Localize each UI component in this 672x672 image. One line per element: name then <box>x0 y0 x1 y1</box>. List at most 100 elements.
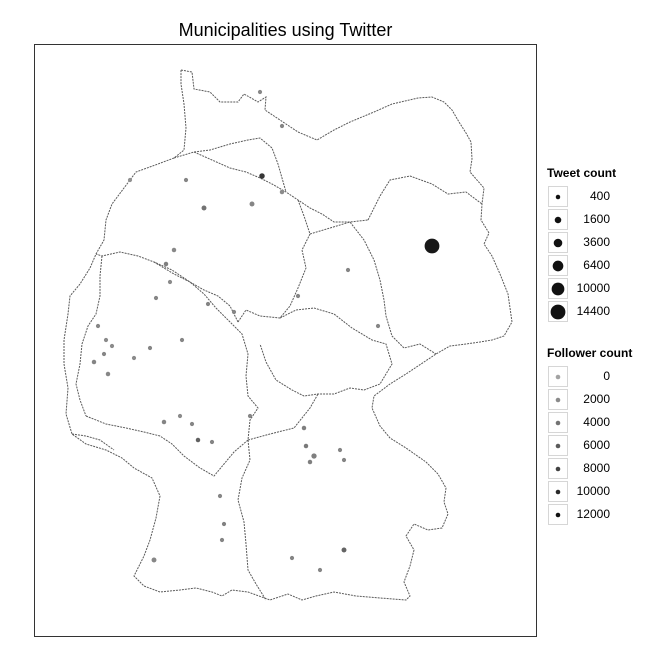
follower-count-legend-label: 12000 <box>576 507 610 521</box>
municipality-point <box>183 177 189 183</box>
follower-count-legend-symbol <box>555 374 561 380</box>
municipality-point <box>131 355 137 361</box>
tweet-count-legend-key <box>548 278 568 299</box>
tweet-count-legend-label: 3600 <box>583 235 610 249</box>
tweet-count-legend-row: 14400 <box>546 301 666 324</box>
municipality-point <box>307 459 313 465</box>
municipality-point <box>217 493 223 499</box>
municipality-point <box>91 359 97 365</box>
border-bw-bavaria <box>237 439 267 601</box>
follower-count-legend-row: 6000 <box>546 435 666 458</box>
germany-outline <box>63 69 513 601</box>
border-lower-saxony-west <box>95 251 239 323</box>
municipality-point <box>231 309 237 315</box>
tweet-count-legend-label: 14400 <box>576 304 610 318</box>
tweet-count-legend-key <box>548 232 568 253</box>
follower-count-legend-symbol <box>555 466 561 472</box>
municipality-point <box>341 547 347 553</box>
municipality-point <box>109 343 115 349</box>
follower-count-legend-title: Follower count <box>547 346 633 360</box>
follower-count-legend-key <box>548 504 568 525</box>
follower-count-legend-label: 6000 <box>583 438 610 452</box>
municipality-point <box>189 421 195 427</box>
municipality-point <box>279 189 285 195</box>
follower-count-legend-label: 10000 <box>576 484 610 498</box>
border-lower-saxony-east <box>237 199 311 323</box>
tweet-count-legend-key <box>548 255 568 276</box>
tweet-count-legend-label: 1600 <box>583 212 610 226</box>
follower-count-legend-row: 0 <box>546 366 666 389</box>
municipality-point <box>177 413 183 419</box>
tweet-count-legend-title: Tweet count <box>547 166 617 180</box>
border-bavaria-north <box>247 393 319 441</box>
follower-count-legend: Follower count 0 2000 4000 6000 8000 10000 120… <box>546 346 666 527</box>
tweet-count-legend-row: 3600 <box>546 232 666 255</box>
tweet-count-legend-key <box>548 186 568 207</box>
tweet-count-legend-key <box>548 301 568 322</box>
municipality-point <box>301 425 307 431</box>
tweet-count-legend-row: 1600 <box>546 209 666 232</box>
follower-count-legend-symbol <box>555 420 561 426</box>
municipality-point <box>279 123 285 129</box>
tweet-count-legend-symbol <box>554 216 562 224</box>
tweet-count-legend: Tweet count 400 1600 3600 6400 10000 14400 <box>546 166 666 324</box>
municipality-point <box>311 453 317 459</box>
legends: Tweet count 400 1600 3600 6400 10000 14400 Fo… <box>546 166 666 527</box>
follower-count-legend-key <box>548 458 568 479</box>
municipality-point <box>337 447 343 453</box>
municipality-point <box>167 279 173 285</box>
municipality-point <box>424 238 440 254</box>
follower-count-legend-symbol <box>555 512 561 518</box>
border-nrw-hesse <box>153 261 259 441</box>
municipality-point <box>249 201 255 207</box>
municipality-point <box>161 419 167 425</box>
follower-count-legend-label: 4000 <box>583 415 610 429</box>
tweet-count-legend-symbol <box>550 304 566 320</box>
municipality-point <box>201 205 207 211</box>
follower-count-legend-symbol <box>555 397 561 403</box>
municipality-point <box>147 345 153 351</box>
follower-count-legend-key <box>548 366 568 387</box>
follower-count-legend-label: 2000 <box>583 392 610 406</box>
follower-count-legend-symbol <box>555 489 561 495</box>
follower-count-legend-label: 8000 <box>583 461 610 475</box>
map-title: Municipalities using Twitter <box>178 20 393 40</box>
follower-count-legend-key <box>548 389 568 410</box>
municipality-point <box>209 439 215 445</box>
follower-count-legend-row: 4000 <box>546 412 666 435</box>
municipality-point <box>101 351 107 357</box>
municipality-points <box>91 89 440 573</box>
follower-count-legend-key <box>548 481 568 502</box>
border-saarland <box>71 433 115 451</box>
municipality-point <box>221 521 227 527</box>
municipality-point <box>259 173 265 179</box>
municipality-point <box>289 555 295 561</box>
municipality-point <box>195 437 201 443</box>
municipality-point <box>127 177 133 183</box>
tweet-count-legend-label: 10000 <box>576 281 610 295</box>
border-saxony-anhalt <box>309 221 437 355</box>
tweet-count-legend-row: 6400 <box>546 255 666 278</box>
municipality-point <box>103 337 109 343</box>
map-frame <box>34 44 537 637</box>
follower-count-legend-key <box>548 412 568 433</box>
municipality-point <box>303 443 309 449</box>
tweet-count-legend-key <box>548 209 568 230</box>
tweet-count-legend-row: 10000 <box>546 278 666 301</box>
municipality-point <box>341 457 347 463</box>
follower-count-legend-symbol <box>555 443 561 449</box>
municipality-point <box>345 267 351 273</box>
follower-count-legend-key <box>548 435 568 456</box>
border-thuringia <box>259 307 393 397</box>
follower-count-legend-row: 12000 <box>546 504 666 527</box>
tweet-count-legend-symbol <box>553 238 563 248</box>
municipality-point <box>105 371 111 377</box>
border-rhineland-palatinate <box>85 415 249 477</box>
municipality-point <box>205 301 211 307</box>
municipality-point <box>295 293 301 299</box>
municipality-point <box>247 413 253 419</box>
tweet-count-legend-label: 6400 <box>583 258 610 272</box>
tweet-count-legend-symbol <box>552 260 564 272</box>
municipality-point <box>95 323 101 329</box>
municipality-point <box>219 537 225 543</box>
